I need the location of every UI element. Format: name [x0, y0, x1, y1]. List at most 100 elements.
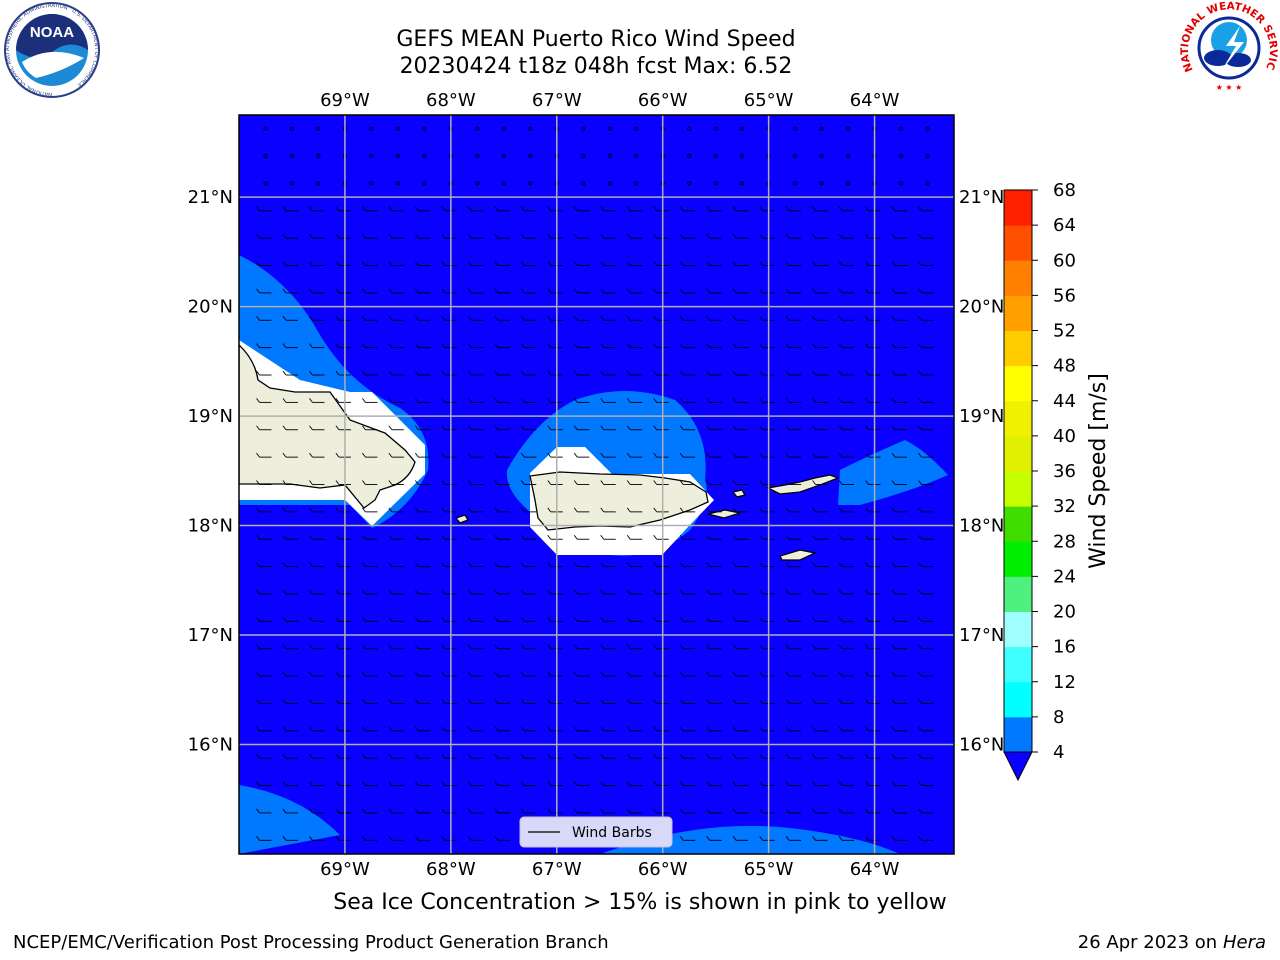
- wind-barb: [467, 534, 484, 540]
- wind-barb: [309, 507, 325, 513]
- svg-text:★ ★ ★: ★ ★ ★: [1216, 83, 1243, 92]
- wind-barb: [600, 425, 616, 431]
- wind-barb: [467, 452, 484, 458]
- wind-barb: [732, 370, 749, 376]
- lat-label-right: 20°N: [959, 297, 1004, 318]
- wind-barb: [289, 154, 294, 159]
- wind-barb: [600, 753, 616, 759]
- wind-barb: [309, 699, 325, 704]
- colorbar-segment: [1004, 225, 1032, 261]
- wind-barb: [687, 154, 692, 159]
- wind-barb: [706, 726, 722, 732]
- wind-barb: [467, 753, 484, 759]
- wind-barb: [634, 154, 639, 159]
- wind-barb: [626, 288, 643, 294]
- wind-barb: [785, 507, 802, 513]
- vieques-coast: [707, 509, 741, 519]
- wind-barb: [362, 480, 378, 485]
- wind-barb: [309, 233, 325, 239]
- wind-barb: [732, 261, 749, 266]
- lat-label-left: 17°N: [188, 625, 233, 646]
- wind-barb: [891, 261, 908, 266]
- wind-barb: [256, 699, 272, 704]
- wind-barb: [891, 699, 908, 704]
- wind-barb: [899, 126, 904, 131]
- wind-barb: [785, 808, 802, 814]
- wind-barb: [626, 316, 643, 321]
- wind-barb: [282, 507, 298, 513]
- wind-barb: [501, 181, 506, 186]
- colorbar-segment: [1004, 260, 1032, 296]
- wind-barb: [925, 154, 930, 159]
- land: [239, 344, 840, 561]
- wind-barb: [520, 589, 537, 595]
- wind-barb: [812, 671, 828, 677]
- wind-barb: [925, 126, 930, 131]
- wind-barb: [467, 781, 484, 787]
- wind-barb: [812, 534, 828, 540]
- wind-barb: [918, 753, 934, 759]
- wind-barb: [891, 808, 908, 814]
- colorbar-tick-label: 4: [1053, 742, 1064, 763]
- wind-barb: [309, 534, 325, 540]
- wind-barb: [740, 126, 745, 131]
- wind-barb: [388, 507, 404, 513]
- wind-barb: [785, 343, 802, 349]
- wind-barb: [891, 534, 908, 540]
- colorbar-segment: [1004, 611, 1032, 648]
- lon-label-bottom: 65°W: [744, 859, 794, 880]
- lat-label-left: 16°N: [188, 735, 233, 756]
- wind-barb: [520, 617, 537, 622]
- wind-barb: [785, 452, 802, 458]
- wind-barb: [520, 452, 537, 458]
- wind-barb: [679, 753, 696, 759]
- wind-barb: [573, 699, 590, 704]
- wind-barb: [706, 316, 722, 321]
- nws-logo: NATIONAL WEATHER SERVICE ★ ★ ★: [0, 0, 1279, 93]
- wind-barb: [600, 808, 616, 814]
- wind-barb: [256, 726, 272, 732]
- wind-barb: [282, 534, 298, 540]
- wind-barb: [520, 233, 537, 239]
- wind-barb: [626, 726, 643, 732]
- wind-barb: [918, 398, 934, 403]
- wind-barb: [600, 288, 616, 294]
- wind-barb: [309, 753, 325, 759]
- wind-barb: [309, 808, 325, 814]
- wind-barb: [573, 617, 590, 622]
- footer-host: Hera: [1222, 932, 1266, 953]
- lat-label-right: 17°N: [959, 625, 1004, 646]
- wind-barb: [263, 181, 268, 186]
- wind-barb: [846, 126, 851, 131]
- wind-barb: [891, 425, 908, 431]
- colorbar-segment: [1004, 716, 1032, 753]
- wind-barb: [785, 671, 802, 677]
- wind-barb: [494, 507, 510, 513]
- wind-barb: [528, 181, 533, 186]
- wind-barb: [415, 781, 431, 787]
- wind-barb: [494, 671, 510, 677]
- wind-barb: [679, 699, 696, 704]
- lon-labels-bottom: 69°W 68°W 67°W 66°W 65°W 64°W: [320, 859, 900, 880]
- wind-barb: [256, 425, 272, 431]
- wind-barb: [600, 233, 616, 239]
- chart-title: GEFS MEAN Puerto Rico Wind Speed: [396, 27, 796, 52]
- wind-barb: [732, 398, 749, 403]
- wind-barb: [732, 480, 749, 485]
- colorbar-tick-label: 16: [1053, 637, 1076, 658]
- wind-barb: [838, 753, 855, 759]
- wind-barb: [388, 617, 404, 622]
- wind-barb: [395, 154, 400, 159]
- wind-barb: [785, 617, 802, 622]
- wind-barb: [494, 370, 510, 376]
- wind-barb: [256, 808, 272, 814]
- wind-barb: [362, 288, 378, 294]
- wind-barb: [785, 261, 802, 266]
- wind-barb: [415, 398, 431, 403]
- graticule: [239, 115, 954, 854]
- wind-barb: [732, 452, 749, 458]
- wind-barb: [679, 261, 696, 266]
- wind-barb: [467, 836, 484, 841]
- wind-barb: [388, 753, 404, 759]
- wind-barb: [891, 398, 908, 403]
